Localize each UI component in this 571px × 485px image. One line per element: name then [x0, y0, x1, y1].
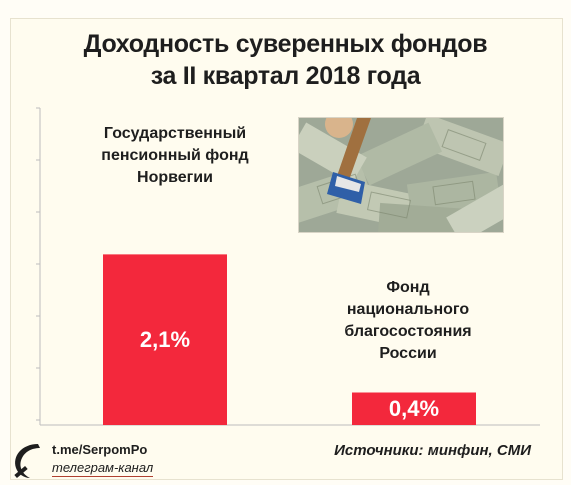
bar-value-label-russia: 0,4% [388, 395, 440, 421]
source-note: Источники: минфин, СМИ [334, 442, 531, 459]
money-pile-image [299, 118, 503, 232]
category-label-norway-line-2: пенсионный фонд [101, 147, 249, 164]
category-label-norway-line-1: Государственный [103, 125, 247, 142]
bar-value-label-norway: 2,1% [139, 326, 191, 352]
chart-title-line-1: Доходность суверенных фондов [83, 30, 488, 58]
category-label-russia: Фонд национального благосостояния России [318, 277, 498, 365]
sickle-logo-icon [14, 444, 40, 479]
category-label-norway: Государственный пенсионный фонд Норвегии [80, 123, 270, 189]
bar-norway [103, 254, 227, 425]
category-label-russia-line-3: благосостояния [344, 323, 472, 340]
brand-block: t.me/SerpomPo телеграм-канал [8, 440, 178, 480]
bar-russia [352, 392, 476, 425]
category-label-norway-line-3: Норвегии [137, 169, 213, 186]
category-label-russia-line-4: России [379, 345, 437, 362]
money-pile-photo [298, 117, 504, 233]
brand-subtitle: телеграм-канал [52, 460, 154, 477]
brand-url: t.me/SerpomPo [52, 442, 148, 457]
category-label-russia-line-1: Фонд [386, 279, 430, 296]
chart-title-line-2: за II квартал 2018 года [150, 62, 421, 90]
category-label-russia-line-2: национального [346, 301, 470, 318]
